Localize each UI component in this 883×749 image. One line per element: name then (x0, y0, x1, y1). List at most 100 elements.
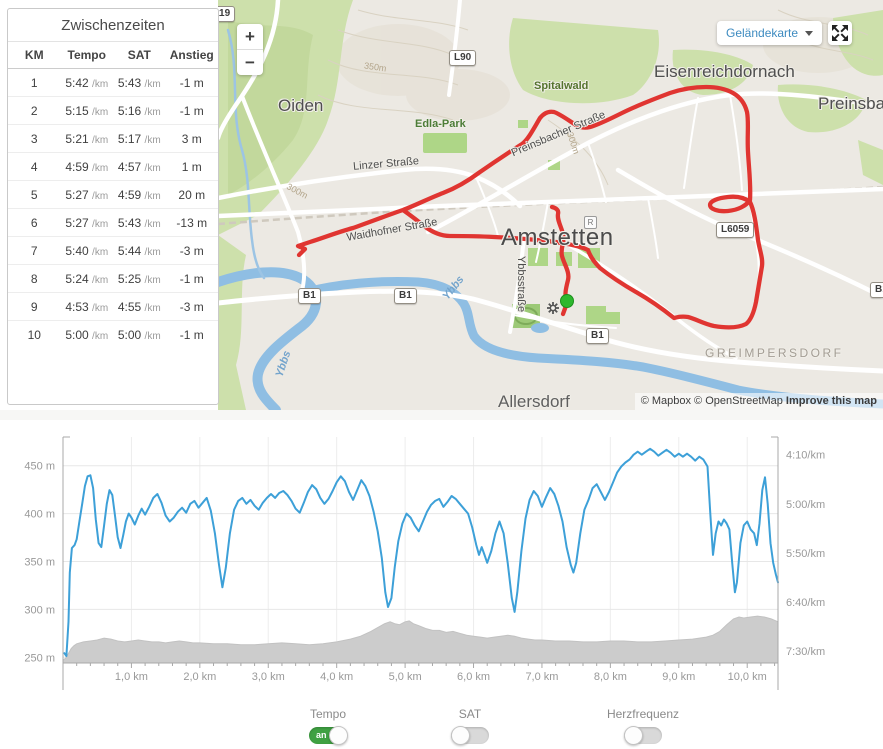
improve-map-link[interactable]: Improve this map (785, 395, 877, 407)
elevation-axis-tick-label: 300 m (24, 604, 55, 616)
table-row: 4 4:59 /km 4:57 /km 1 m (8, 152, 218, 181)
toggle-sat[interactable]: SAT (400, 707, 540, 749)
table-row: 5 5:27 /km 4:59 /km 20 m (8, 180, 218, 209)
table-cell: 5:00 /km (65, 328, 109, 342)
splits-column-header: SAT (113, 42, 166, 69)
table-cell: 4:55 /km (113, 292, 166, 321)
x-axis-tick-label: 9,0 km (662, 671, 695, 683)
pace-axis-tick-label: 7:30/km (786, 646, 825, 658)
attribution-text: © Mapbox © OpenStreetMap (640, 395, 786, 407)
pace-axis-tick-label: 4:10/km (786, 450, 825, 462)
table-cell: 4:57 /km (113, 152, 166, 181)
table-cell: -1 m (179, 328, 204, 342)
place-label-amstetten: Amstetten (501, 224, 614, 251)
table-cell: 1 m (165, 152, 218, 181)
map-contours (317, 9, 874, 186)
x-axis-tick-label: 10,0 km (728, 671, 767, 683)
table-cell: -3 m (165, 236, 218, 265)
table-cell: 5:27 /km (60, 208, 113, 237)
route-map[interactable]: Oiden Eisenreichdornach Preinsbach Amste… (218, 0, 883, 410)
table-cell: 5:42 /km (60, 68, 113, 97)
table-cell: -3 m (165, 292, 218, 321)
table-cell: 4:59 /km (113, 180, 166, 209)
table-cell: 5:21 /km (60, 124, 113, 153)
table-row: 8 5:24 /km 5:25 /km -1 m (8, 264, 218, 293)
table-cell: 10 (27, 328, 41, 342)
table-row: 6 5:27 /km 5:43 /km -13 m (8, 208, 218, 237)
toggle-state-text: an (316, 730, 327, 740)
table-cell: 2 (8, 96, 61, 125)
table-cell: 5:16 /km (113, 96, 166, 125)
fullscreen-expand-icon (832, 25, 848, 41)
place-label-greimpersdorf: GREIMPERSDORF (705, 346, 844, 360)
table-cell: 5:43 /km (113, 208, 166, 237)
splits-column-header: Anstieg (165, 42, 218, 69)
table-row: 9 4:53 /km 4:55 /km -3 m (8, 292, 218, 321)
elevation-axis-tick-label: 400 m (24, 509, 55, 521)
series-toggles-row: Tempo an SAT Herzfrequenz (0, 700, 883, 749)
x-axis-tick-label: 6,0 km (457, 671, 490, 683)
route-path (295, 84, 765, 330)
start-marker (560, 294, 574, 308)
splits-panel: Zwischenzeiten KM Tempo SAT Anstieg 1 5:42 /… (7, 8, 219, 405)
elevation-axis-tick-label: 250 m (24, 652, 55, 664)
toggle-knob[interactable] (329, 726, 348, 745)
table-cell: 5:25 /km (113, 264, 166, 293)
railway-station-icon: R (584, 216, 597, 229)
x-axis-tick-label: 4,0 km (320, 671, 353, 683)
pond (531, 323, 549, 333)
table-row: 10 5:00 /km 5:00 /km -1 m (8, 321, 218, 349)
toggle-switch-herzfrequenz[interactable] (624, 726, 662, 745)
place-label-preinsbach: Preinsbach (818, 94, 883, 113)
splits-column-header: Tempo (60, 42, 113, 69)
toggle-label: Herzfrequenz (606, 707, 680, 721)
table-cell: -13 m (165, 208, 218, 237)
table-cell: 5:40 /km (60, 236, 113, 265)
fullscreen-button[interactable] (828, 21, 852, 45)
place-label-allersdorf: Allersdorf (498, 392, 570, 410)
table-cell: -1 m (165, 264, 218, 293)
table-cell: 1 (8, 68, 61, 97)
toggle-knob[interactable] (451, 726, 470, 745)
zoom-out-button[interactable]: − (245, 53, 255, 72)
table-row: 3 5:21 /km 5:17 /km 3 m (8, 124, 218, 153)
elevation-axis-tick-label: 450 m (24, 461, 55, 473)
toggle-knob[interactable] (624, 726, 643, 745)
zoom-in-button[interactable]: + (245, 27, 255, 46)
park-label-edla-park: Edla-Park (415, 118, 466, 130)
table-cell: 5:43 /km (113, 68, 166, 97)
table-cell: 5:44 /km (113, 236, 166, 265)
road-badge-b1-edge: B1 (870, 282, 883, 298)
ybbs-river (218, 28, 883, 410)
table-cell: -1 m (165, 96, 218, 125)
x-axis-tick-label: 1,0 km (115, 671, 148, 683)
toggle-tempo[interactable]: Tempo an (258, 707, 398, 749)
x-axis-tick-label: 7,0 km (525, 671, 558, 683)
x-axis-tick-label: 3,0 km (252, 671, 285, 683)
table-cell: 3 (8, 124, 61, 153)
chevron-down-icon (805, 31, 814, 37)
table-row: 7 5:40 /km 5:44 /km -3 m (8, 236, 218, 265)
x-axis-tick-label: 8,0 km (594, 671, 627, 683)
toggle-switch-tempo[interactable]: an (309, 726, 348, 745)
splits-header-row: KM Tempo SAT Anstieg (8, 42, 218, 69)
pace-axis-tick-label: 5:00/km (786, 499, 825, 511)
pace-axis-tick-label: 6:40/km (786, 597, 825, 609)
splits-title: Zwischenzeiten (8, 9, 218, 42)
map-attribution: © Mapbox © OpenStreetMap Improve this ma… (634, 393, 883, 410)
table-cell: 5:27 /km (60, 180, 113, 209)
toggle-herzfrequenz[interactable]: Herzfrequenz (573, 707, 713, 749)
pace-axis-tick-label: 5:50/km (786, 548, 825, 560)
road-badge-l90: L90 (449, 50, 477, 66)
pace-line (63, 447, 779, 658)
route-start-spur (549, 204, 571, 306)
road-badge-l6059: L6059 (716, 222, 755, 238)
table-cell: 5:24 /km (60, 264, 113, 293)
map-layer-select-button[interactable]: Geländekarte (717, 21, 823, 45)
toggle-switch-sat[interactable] (451, 726, 489, 745)
road-badge-b1-east: B1 (586, 328, 609, 344)
table-cell: 4:53 /km (60, 292, 113, 321)
table-cell: 6 (8, 208, 61, 237)
